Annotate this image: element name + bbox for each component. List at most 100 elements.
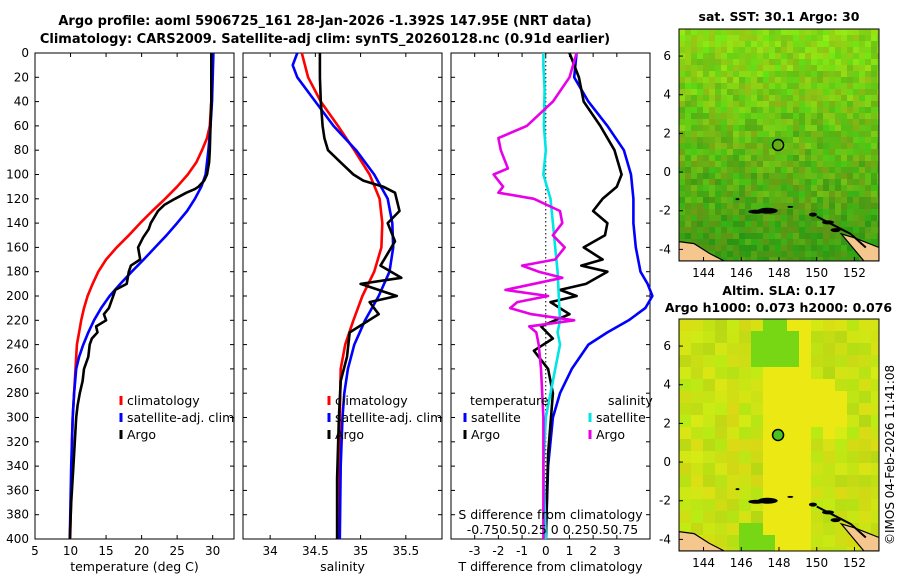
argo-float-marker (771, 138, 785, 152)
legend-sal-satellite-label: satellite (596, 410, 646, 425)
island (757, 207, 778, 214)
land-mass (839, 232, 879, 261)
y-tick-label: 2 (663, 126, 671, 140)
island (787, 205, 794, 208)
y-tick-label: 280 (6, 386, 29, 400)
x-tick-label: 35.5 (392, 544, 419, 558)
sla-map-title-line2: Argo h1000: 0.073 h2000: 0.076 (664, 300, 893, 315)
x-tick-label: 3 (613, 544, 621, 558)
y-tick-label: 80 (14, 143, 29, 157)
x-tick-label: 1 (566, 544, 574, 558)
diff-sal-argo (492, 52, 578, 539)
y-tick-label: -2 (659, 494, 671, 508)
y-tick-label: 300 (6, 411, 29, 425)
x-tick-label: 148 (768, 266, 791, 280)
altim-sla-map: 144 146 148 150 152 -4 -2 0 2 4 6 (659, 318, 880, 570)
y-tick-label: 40 (14, 95, 29, 109)
temperature-line-argo (68, 53, 213, 540)
sdiff-tick-labels: -0.750.50.25 0 0.250.50.75 (467, 522, 639, 537)
y-tick-label: 320 (6, 435, 29, 449)
figure-title-line1: Argo profile: aoml 5906725_161 28-Jan-20… (58, 14, 592, 29)
profile-panel-temperature: 5 10 15 20 25 3002040608010012014016018020022… (6, 46, 235, 574)
x-tick-label: 30 (205, 544, 220, 558)
sst-map-title: sat. SST: 30.1 Argo: 30 (698, 9, 860, 24)
salinity-legend-0-label: climatology (335, 393, 408, 408)
legend-temp-satellite-label: satellite (471, 410, 521, 425)
x-tick-label: 150 (805, 266, 828, 280)
island (808, 502, 817, 507)
diff-sal-satellite (542, 53, 562, 540)
y-tick-label: 340 (6, 459, 29, 473)
salinity-legend-2-label: Argo (335, 427, 364, 442)
y-tick-label: 120 (6, 192, 29, 206)
legend-temp-argo-label: Argo (471, 427, 500, 442)
island (787, 495, 794, 498)
salinity-line-satellite-adj (291, 52, 395, 540)
y-tick-label: -2 (659, 204, 671, 218)
y-tick-label: 6 (663, 49, 671, 63)
temperature-legend-0-label: climatology (127, 393, 200, 408)
y-tick-label: 6 (663, 339, 671, 353)
argo-float-marker (771, 428, 785, 442)
y-tick-label: 2 (663, 416, 671, 430)
figure-title-line2: Climatology: CARS2009. Satellite-adj cli… (39, 32, 611, 47)
temperature-legend-2-label: Argo (127, 427, 156, 442)
x-tick-label: 2 (589, 544, 597, 558)
x-tick-label: 150 (805, 556, 828, 570)
x-tick-label: 20 (134, 544, 149, 558)
x-tick-label: 152 (843, 266, 866, 280)
island (735, 198, 740, 201)
y-tick-label: -4 (659, 532, 671, 546)
salinity-line-argo (318, 53, 403, 539)
difference-xlabel: T difference from climatology (457, 559, 643, 574)
x-tick-label: -2 (492, 544, 504, 558)
x-tick-label: 152 (843, 556, 866, 570)
y-tick-label: 0 (663, 455, 671, 469)
x-tick-label: 35 (353, 544, 368, 558)
y-tick-label: 4 (663, 88, 671, 102)
diff-temp-argo (532, 52, 623, 540)
x-tick-label: 0 (542, 544, 550, 558)
x-tick-label: 10 (63, 544, 78, 558)
salinity-axes-box (242, 52, 443, 540)
x-tick-label: 146 (730, 556, 753, 570)
legend-salinity-heading: salinity (608, 393, 653, 408)
y-tick-label: 0 (21, 46, 29, 60)
y-tick-label: 360 (6, 483, 29, 497)
y-tick-label: 400 (6, 532, 29, 546)
altim-sla-map-field (679, 319, 879, 551)
land-mass (679, 531, 725, 551)
x-tick-label: 5 (31, 544, 39, 558)
y-tick-label: 60 (14, 119, 29, 133)
y-tick-label: 100 (6, 168, 29, 182)
temperature-xlabel: temperature (deg C) (70, 559, 199, 574)
coastline (816, 215, 867, 249)
island (735, 488, 740, 491)
diff-temp-satellite (544, 52, 654, 540)
x-tick-label: 148 (768, 556, 791, 570)
x-tick-label: -1 (516, 544, 528, 558)
x-tick-label: 144 (692, 556, 715, 570)
x-tick-label: 25 (170, 544, 185, 558)
legend-sal-argo-label: Argo (596, 427, 625, 442)
island (830, 518, 841, 523)
island (830, 228, 841, 233)
y-tick-label: 140 (6, 216, 29, 230)
x-tick-label: 15 (98, 544, 113, 558)
y-tick-label: 220 (6, 313, 29, 327)
island (757, 497, 778, 504)
x-tick-label: 34.5 (302, 544, 329, 558)
y-tick-label: 200 (6, 289, 29, 303)
island (808, 212, 817, 217)
land-mass (839, 522, 879, 551)
profile-panel-difference: -3 -2 -1 0 1 2 3T difference from climatology t… (450, 52, 654, 574)
x-tick-label: 146 (730, 266, 753, 280)
y-tick-label: 4 (663, 378, 671, 392)
y-tick-label: 380 (6, 508, 29, 522)
coastline (816, 505, 867, 539)
x-tick-label: 144 (692, 266, 715, 280)
temperature-legend-1-label: satellite-adj. clim (127, 410, 234, 425)
sla-map-title-line1: Altim. SLA: 0.17 (722, 283, 836, 298)
salinity-line-climatology (300, 52, 384, 540)
